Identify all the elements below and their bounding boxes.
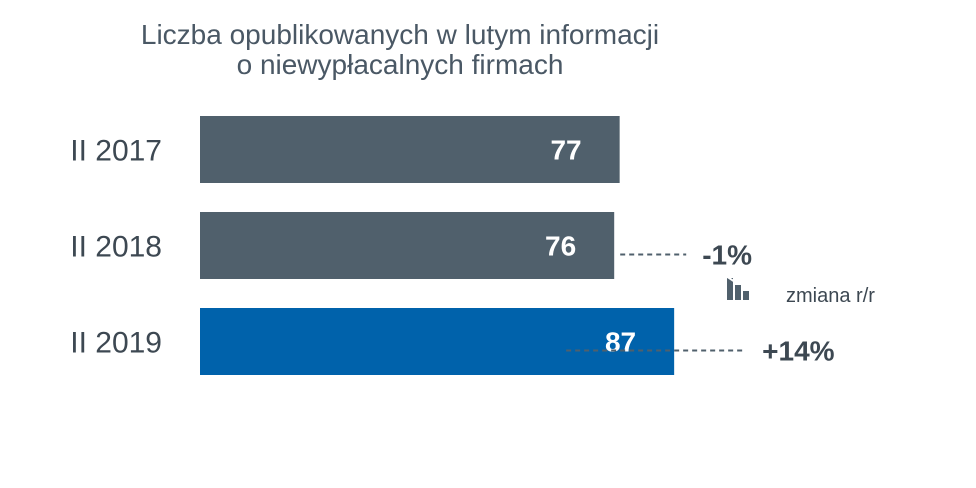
data-label: 76 [545,231,576,262]
data-label: 87 [605,327,636,358]
data-label: 77 [550,135,581,166]
category-label: II 2017 [70,135,162,168]
category-label: II 2019 [70,327,162,360]
chart-title-line-2: o niewypłacalnych firmach [236,49,564,80]
chart-title-line-1: Liczba opublikowanych w lutym informacji [140,19,660,50]
bar-ii-2019 [200,308,675,375]
chart-decline-icon [725,275,757,300]
category-label: II 2018 [70,231,162,264]
bar-ii-2018 [200,212,615,279]
change-label: -1% [702,240,752,271]
change-label: +14% [762,336,834,367]
chart-title: Liczba opublikowanych w lutym informacji… [60,20,740,80]
bar-ii-2017 [200,116,620,183]
legend-label: zmiana r/r [786,285,875,307]
